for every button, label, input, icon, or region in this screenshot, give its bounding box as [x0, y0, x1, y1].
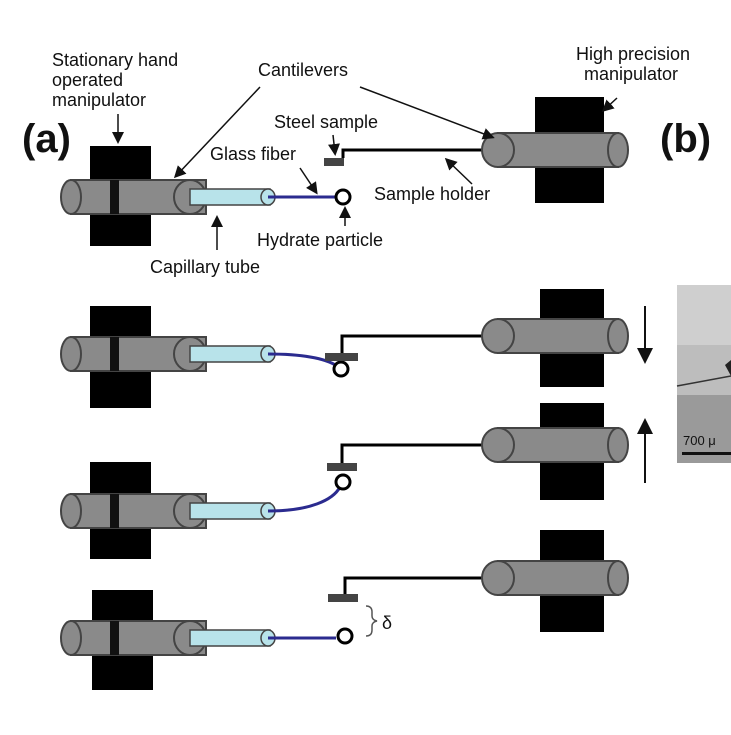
sample-holder — [341, 148, 490, 158]
panel-a-label: (a) — [22, 117, 71, 161]
stationary-manipulator-label-line3: manipulator — [52, 90, 146, 110]
steel-sample-label: Steel sample — [274, 112, 378, 132]
high-precision-label-line1: High precision — [576, 44, 690, 64]
hydrate-particle-label: Hydrate particle — [257, 230, 383, 250]
stationary-manipulator-label-line2: operated — [52, 70, 123, 90]
delta-label: δ — [382, 613, 392, 633]
glass-fiber-bent-up — [267, 486, 342, 513]
panel-b-photo — [676, 285, 731, 463]
high-precision-label-line2: manipulator — [584, 64, 678, 84]
steel-sample — [324, 158, 344, 166]
stationary-manipulator-label-line1: Stationary hand — [52, 50, 178, 70]
delta-brace — [365, 605, 378, 637]
capillary-tube-label: Capillary tube — [150, 257, 260, 277]
row-1-setup — [60, 97, 629, 246]
scale-bar-text: 700 μ — [683, 433, 716, 448]
high-precision-cylinder-body — [497, 132, 619, 168]
cantilevers-label: Cantilevers — [258, 60, 348, 80]
stationary-cylinder-left-cap — [60, 179, 82, 215]
sample-holder-label: Sample holder — [374, 184, 490, 204]
row-2-approach — [60, 289, 653, 408]
hydrate-particle — [334, 188, 352, 206]
row-4-detach — [60, 530, 629, 690]
capillary-tube — [189, 188, 271, 206]
glass-fiber-bent-down — [267, 352, 338, 368]
annotation-arrows — [112, 86, 618, 250]
panel-b-label: (b) — [660, 117, 711, 161]
row-3-pull — [60, 403, 653, 559]
glass-fiber-label: Glass fiber — [210, 144, 296, 164]
